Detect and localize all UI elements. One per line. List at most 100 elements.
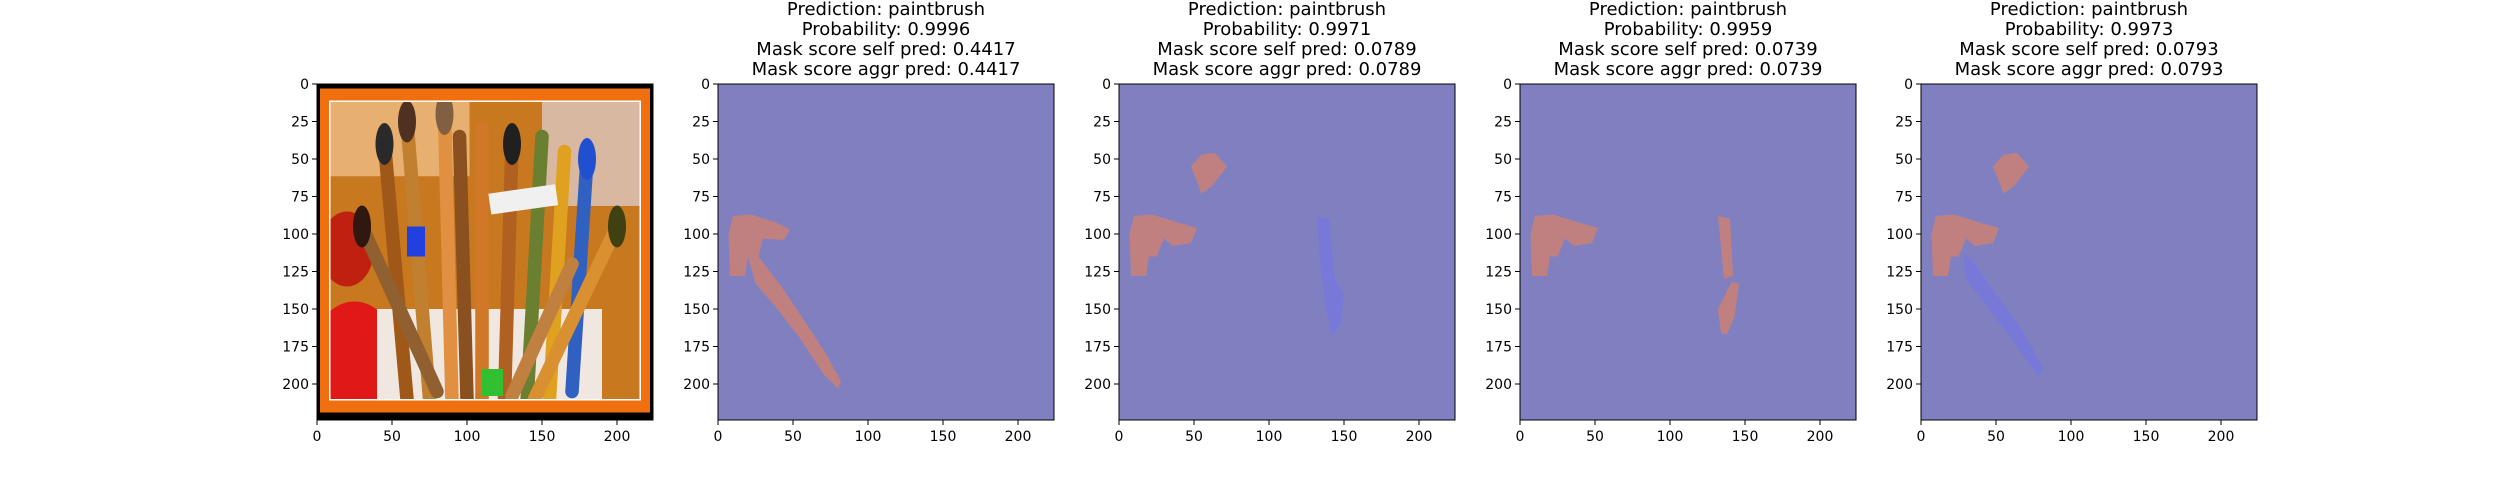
x-tick-label: 100 — [454, 429, 481, 445]
y-tick-label: 150 — [1886, 302, 1913, 318]
panel-title-line: Mask score self pred: 0.0739 — [1558, 39, 1817, 60]
panel-1: 0 50 100 150 200 0 25 50 75 100 125 150 175 200 — [282, 77, 654, 445]
panel-title-line: Mask score self pred: 0.4417 — [756, 39, 1015, 60]
axes-frame — [316, 83, 654, 421]
mask-region — [1530, 214, 1598, 276]
x-tick-label: 0 — [1917, 429, 1926, 445]
y-tick-label: 100 — [1485, 227, 1512, 243]
x-tick-label: 0 — [714, 429, 723, 445]
y-tick-label: 25 — [1895, 115, 1913, 131]
mask-region — [1129, 214, 1197, 276]
y-tick-label: 175 — [1886, 340, 1913, 356]
mask-background — [1520, 84, 1856, 420]
x-tick-label: 0 — [1516, 429, 1525, 445]
mask-region — [1993, 153, 2029, 194]
y-tick-label: 25 — [291, 115, 309, 131]
y-tick-label: 0 — [1102, 77, 1111, 93]
y-tick-label: 125 — [282, 265, 309, 281]
y-tick-label: 150 — [282, 302, 309, 318]
x-tick-label: 200 — [1807, 429, 1834, 445]
x-tick-label: 200 — [1406, 429, 1433, 445]
y-tick-label: 200 — [1886, 377, 1913, 393]
paintbrush-photo — [330, 102, 640, 399]
y-tick-label: 175 — [282, 340, 309, 356]
axes-frame — [1118, 83, 1456, 421]
x-tick-label: 0 — [313, 429, 322, 445]
panel-title-line: Prediction: paintbrush — [1990, 0, 2188, 20]
y-tick-label: 200 — [282, 377, 309, 393]
mask-region — [1718, 216, 1733, 279]
mask-region — [728, 214, 841, 389]
panel-title-line: Prediction: paintbrush — [1589, 0, 1787, 20]
y-tick-label: 125 — [1886, 265, 1913, 281]
mask-background — [718, 84, 1054, 420]
x-tick-label: 100 — [1256, 429, 1283, 445]
panel-title-line: Mask score aggr pred: 0.4417 — [752, 59, 1021, 80]
axes-frame — [717, 83, 1055, 421]
y-tick-label: 125 — [1485, 265, 1512, 281]
panel-title-line: Probability: 0.9973 — [2005, 19, 2174, 40]
x-tick-label: 200 — [2208, 429, 2235, 445]
y-tick-label: 100 — [282, 227, 309, 243]
panel-title-line: Mask score aggr pred: 0.0789 — [1153, 59, 1422, 80]
x-tick-label: 150 — [1732, 429, 1759, 445]
mask-background — [1119, 84, 1455, 420]
y-tick-label: 200 — [1084, 377, 1111, 393]
x-tick-label: 100 — [1657, 429, 1684, 445]
y-tick-label: 50 — [1895, 152, 1913, 168]
x-tick-label: 100 — [2058, 429, 2085, 445]
y-tick-label: 0 — [701, 77, 710, 93]
x-tick-label: 150 — [529, 429, 556, 445]
mask-background — [1921, 84, 2257, 420]
mask-region — [1931, 214, 1999, 276]
y-tick-label: 25 — [1093, 115, 1111, 131]
y-tick-label: 50 — [291, 152, 309, 168]
y-tick-label: 150 — [1084, 302, 1111, 318]
y-tick-label: 0 — [1904, 77, 1913, 93]
x-tick-label: 150 — [2133, 429, 2160, 445]
panel-title-line: Mask score aggr pred: 0.0739 — [1554, 59, 1823, 80]
y-tick-label: 175 — [683, 340, 710, 356]
y-tick-label: 175 — [1084, 340, 1111, 356]
y-tick-label: 100 — [1084, 227, 1111, 243]
y-tick-label: 75 — [1093, 190, 1111, 206]
y-tick-label: 50 — [1494, 152, 1512, 168]
y-tick-label: 150 — [1485, 302, 1512, 318]
y-tick-label: 75 — [291, 190, 309, 206]
panel-title-line: Probability: 0.9996 — [802, 19, 971, 40]
x-tick-label: 50 — [1185, 429, 1203, 445]
y-tick-label: 150 — [683, 302, 710, 318]
y-tick-label: 75 — [1895, 190, 1913, 206]
mask-region — [1963, 252, 2044, 377]
x-tick-label: 50 — [383, 429, 401, 445]
y-tick-label: 125 — [683, 265, 710, 281]
y-tick-label: 75 — [692, 190, 710, 206]
y-tick-label: 125 — [1084, 265, 1111, 281]
y-tick-label: 100 — [683, 227, 710, 243]
y-tick-label: 50 — [692, 152, 710, 168]
axes-frame — [1920, 83, 2258, 421]
mask-region — [1317, 216, 1344, 336]
y-tick-label: 100 — [1886, 227, 1913, 243]
panel-title-line: Probability: 0.9959 — [1604, 19, 1773, 40]
y-tick-label: 0 — [1503, 77, 1512, 93]
panel-title-line: Mask score self pred: 0.0789 — [1157, 39, 1416, 60]
y-tick-label: 25 — [1494, 115, 1512, 131]
panel-title-line: Mask score self pred: 0.0793 — [1959, 39, 2218, 60]
y-tick-label: 75 — [1494, 190, 1512, 206]
x-tick-label: 0 — [1115, 429, 1124, 445]
y-tick-label: 0 — [300, 77, 309, 93]
x-tick-label: 50 — [1987, 429, 2005, 445]
panel-title-line: Prediction: paintbrush — [787, 0, 985, 20]
y-tick-label: 50 — [1093, 152, 1111, 168]
panel-title-line: Probability: 0.9971 — [1203, 19, 1372, 40]
x-tick-label: 150 — [1331, 429, 1358, 445]
mask-region — [1718, 282, 1739, 335]
y-tick-label: 175 — [1485, 340, 1512, 356]
panel-title-line: Prediction: paintbrush — [1188, 0, 1386, 20]
